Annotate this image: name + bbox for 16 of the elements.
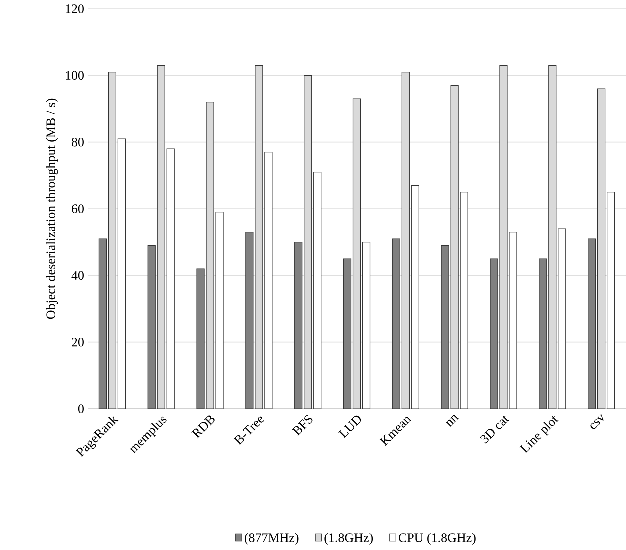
- x-tick-label: nn: [446, 415, 460, 428]
- x-tick-label: Line plot: [520, 416, 559, 454]
- y-tick-label: 100: [66, 71, 84, 80]
- x-tick-label: 3D cat: [480, 416, 510, 444]
- y-tick-label: 120: [66, 4, 84, 14]
- y-tick-label: 40: [72, 271, 84, 280]
- legend-label: (877MHz): [244, 533, 299, 545]
- y-tick-label: 60: [72, 204, 84, 214]
- y-tick-label: 0: [78, 404, 84, 414]
- y-tick-label: 80: [72, 138, 84, 147]
- legend-label: (1.8GHz): [324, 533, 374, 545]
- legend-label: CPU (1.8GHz): [398, 533, 476, 545]
- y-tick-label: 20: [72, 338, 84, 347]
- x-tick-label: BFS: [292, 415, 313, 436]
- y-axis-title: Object deserialization throughput (MB / s): [46, 98, 58, 320]
- x-tick-label: csv: [590, 414, 604, 430]
